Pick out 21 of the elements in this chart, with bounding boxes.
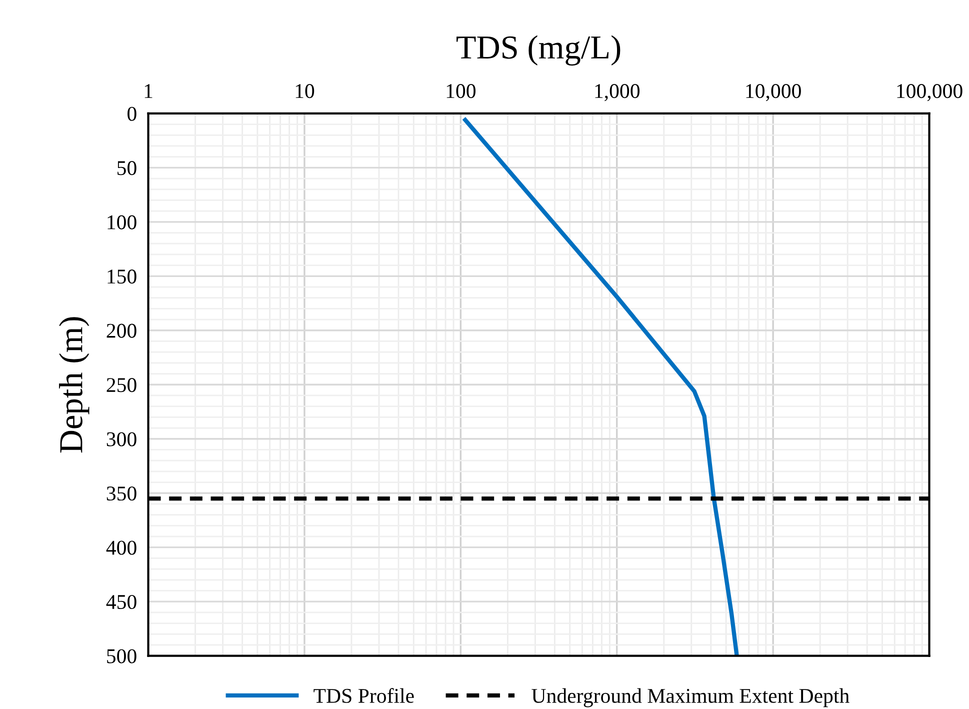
y-tick-label: 50 <box>118 161 136 176</box>
y-tick-label: 450 <box>106 594 136 610</box>
y-axis-title: Depth (m) <box>59 317 90 453</box>
y-tick-label: 150 <box>108 270 136 284</box>
x-tick-label: 10,000 <box>746 84 801 102</box>
y-tick-label: 250 <box>106 378 136 392</box>
y-tick-label: 100 <box>108 215 136 230</box>
y-tick-label: 350 <box>106 486 136 501</box>
y-tick-label: 200 <box>106 324 136 338</box>
y-tick-label: 0 <box>128 106 136 121</box>
x-tick-label: 1,000 <box>595 84 640 102</box>
x-tick-label: 100,000 <box>897 84 962 102</box>
y-tick-label: 400 <box>106 540 136 555</box>
x-axis-title: TDS (mg/L) <box>456 35 620 66</box>
x-tick-label: 1 <box>144 84 152 98</box>
y-tick-label: 300 <box>106 432 136 446</box>
y-tick-label: 500 <box>107 649 136 664</box>
x-tick-label: 10 <box>296 84 314 98</box>
legend-label: Underground Maximum Extent Depth <box>532 688 850 708</box>
legend-label: TDS Profile <box>314 688 414 703</box>
x-tick-label: 100 <box>446 84 476 98</box>
